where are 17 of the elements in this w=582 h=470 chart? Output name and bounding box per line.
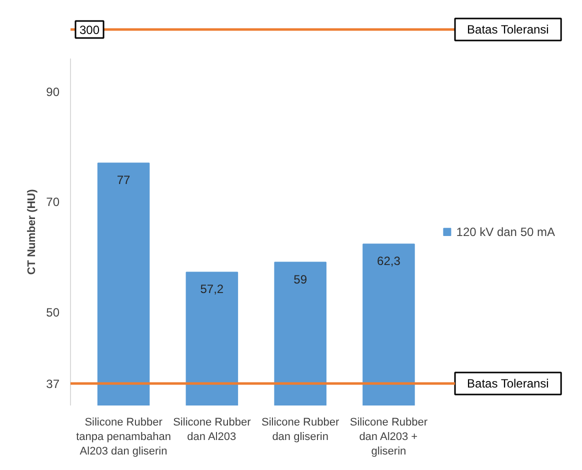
text: 59 — [294, 272, 308, 286]
y-tick-label: 37 — [46, 376, 60, 391]
text: Batas Toleransi — [467, 22, 549, 36]
legend-label: 120 kV dan 50 mA — [456, 224, 555, 238]
ref-line-label: Batas Toleransi — [467, 376, 549, 390]
y-tick-label: 70 — [46, 195, 60, 210]
y-axis-title: CT Number (HU) — [26, 188, 38, 275]
x-tick-label: Silicone Rubber dan gliserin — [261, 416, 340, 443]
text: 77 — [116, 173, 130, 188]
y-tick-label: 50 — [46, 305, 60, 320]
text: 300 — [80, 23, 100, 37]
x-tick-label: Silicone Rubber tanpa penambahan Al203 dan gliserin — [76, 416, 171, 458]
text: 62,3 — [377, 254, 400, 268]
text: 57,2 — [200, 282, 224, 296]
x-tick-label: Silicone Rubber dan Al203 — [173, 416, 252, 443]
y-tick-label: 90 — [46, 85, 60, 100]
x-tick-label: Silicone Rubber dan Al203 + gliserin — [350, 416, 428, 458]
